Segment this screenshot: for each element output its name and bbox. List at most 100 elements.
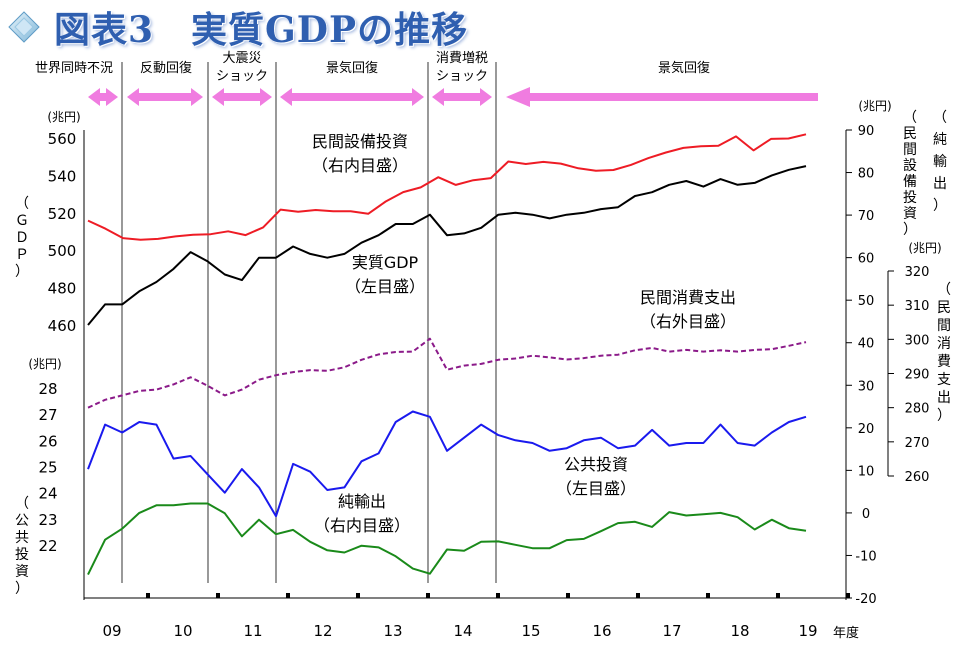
right-inner-axis-title2-char: ） [933, 198, 947, 214]
series-label-axis: （右外目盛） [640, 312, 736, 331]
right-outer-tick-label: 310 [905, 299, 930, 314]
right-outer-tick-label: 260 [905, 470, 930, 485]
period-dividers [121, 62, 497, 583]
left-lower-tick-label: 22 [38, 537, 57, 555]
x-tick-label: 13 [383, 622, 402, 640]
right-inner-axis-title-char: 備 [903, 174, 917, 190]
right-outer-axis-title-char: （ [937, 282, 951, 298]
period-label: 消費増税 [436, 51, 488, 66]
left-upper-tick-label: 460 [48, 317, 77, 335]
x-tick-label: 17 [662, 622, 681, 640]
diamond-icon [8, 11, 40, 43]
right-inner-axis-title2-char: （ [933, 110, 947, 126]
x-tick-label: 11 [243, 622, 262, 640]
x-quarter-tick [216, 593, 220, 598]
right-inner-axis-title2-char: 輸 [933, 154, 947, 170]
left-upper-axis-title-char: （ [15, 196, 29, 212]
x-quarter-tick [496, 593, 500, 598]
period-label: 反動回復 [140, 60, 192, 76]
series-label-axis: （左目盛） [556, 479, 636, 498]
left-lower-axis-title-char: 公 [15, 513, 29, 529]
series-label: 民間消費支出 [640, 288, 736, 307]
left-lower-axis-title: （公共投資） [15, 496, 29, 597]
period-arrow [88, 88, 118, 106]
right-inner-axis-title2: （ 純輸出 ） [933, 110, 947, 214]
right-outer-unit-label: (兆円) [908, 241, 941, 255]
period-arrow [280, 88, 424, 106]
left-lower-axis-title-char: 投 [15, 547, 29, 563]
left-lower-tick-label: 26 [38, 432, 57, 450]
series-label-axis: （右内目盛） [312, 156, 408, 175]
right-inner-tick-label: 50 [858, 294, 875, 309]
right-outer-tick-label: 290 [905, 368, 930, 383]
right-inner-tick-label: 70 [858, 209, 875, 224]
chart-labels: 民間設備投資 （右内目盛） 実質GDP （左目盛） 民間消費支出 （右外目盛） 公共投資 （左… [312, 132, 736, 535]
x-tick-label: 14 [453, 622, 472, 640]
series-label: 民間設備投資 [312, 132, 408, 151]
right-outer-tick-label: 280 [905, 402, 930, 417]
left-lower-tick-label: 27 [38, 406, 57, 424]
right-outer-tick-label: 300 [905, 333, 930, 348]
right-inner-axis-title-char: 間 [903, 142, 917, 158]
right-outer-axis-title-char: 民 [937, 300, 951, 316]
left-upper-tick-label: 540 [48, 167, 77, 185]
right-inner-tick-label: -10 [855, 549, 876, 564]
right-inner-tick-label: 30 [858, 379, 875, 394]
period-arrow [506, 87, 818, 107]
right-inner-tick-label: 40 [858, 337, 875, 352]
left-upper-axis-title-char: Ｄ [15, 230, 29, 246]
period-arrow [127, 88, 203, 106]
left-lower-tick-label: 24 [38, 485, 57, 503]
right-inner-axis-title2-char: 出 [933, 176, 947, 192]
x-tick-label: 15 [521, 622, 540, 640]
left-upper-axis-title-char: Ｐ [15, 247, 29, 263]
right-inner-axis-title-char: 民 [903, 126, 917, 142]
right-inner-axis-title-char: 設 [903, 158, 917, 174]
x-quarter-tick [846, 593, 850, 598]
right-outer-tick-label: 270 [905, 436, 930, 451]
series-line [87, 133, 807, 241]
right-inner-axis-title: （民間設備投資） [903, 110, 917, 238]
period-label: 大震災 [222, 51, 261, 66]
right-inner-tick-label: -20 [855, 592, 876, 607]
series-line [87, 502, 807, 576]
x-quarter-tick [426, 593, 430, 598]
x-tick-label: 09 [102, 622, 121, 640]
series-line [87, 165, 807, 326]
series-label: 実質GDP [352, 253, 419, 272]
x-tick-label: 18 [730, 622, 749, 640]
right-inner-axis-title-char: ） [903, 222, 917, 238]
x-quarter-tick [636, 593, 640, 598]
series-lines [87, 133, 807, 576]
series-label: 公共投資 [564, 455, 628, 474]
right-outer-axis-title-char: 出 [937, 390, 951, 406]
period-label: 世界同時不況 [35, 61, 113, 76]
x-tick-label: 10 [173, 622, 192, 640]
x-axis-unit-label: 年度 [833, 625, 859, 641]
right-outer-axis-title-char: 支 [937, 372, 951, 388]
period-label: ショック [216, 69, 268, 84]
right-outer-axis-title-char: 間 [937, 318, 951, 334]
left-upper-axis-title-char: ） [15, 264, 29, 280]
left-upper-tick-label: 500 [48, 242, 77, 260]
left-lower-unit-label: (兆円) [28, 357, 61, 371]
left-lower-axis-title-char: ） [15, 581, 29, 597]
x-tick-label: 12 [313, 622, 332, 640]
x-tick-label: 19 [798, 622, 817, 640]
right-inner-axis-title-char: （ [903, 110, 917, 126]
series-label-axis: （左目盛） [345, 277, 425, 296]
left-lower-tick-label: 23 [38, 511, 57, 529]
left-upper-tick-label: 480 [48, 280, 77, 298]
right-outer-axis-title-char: ） [937, 408, 951, 424]
left-lower-axis-title-char: （ [15, 496, 29, 512]
left-lower-axis-title-char: 資 [15, 564, 29, 580]
x-quarter-tick [356, 593, 360, 598]
right-outer-axis-title: （ 民間消費支出 ） [937, 282, 951, 424]
period-arrow [212, 88, 272, 106]
series-label-axis: （右内目盛） [314, 516, 410, 535]
left-lower-axis-title-char: 共 [15, 530, 29, 546]
title-row: 図表3 実質GDPの推移 [6, 2, 468, 52]
x-quarter-tick [776, 593, 780, 598]
right-outer-axis-title-char: 費 [937, 354, 951, 370]
